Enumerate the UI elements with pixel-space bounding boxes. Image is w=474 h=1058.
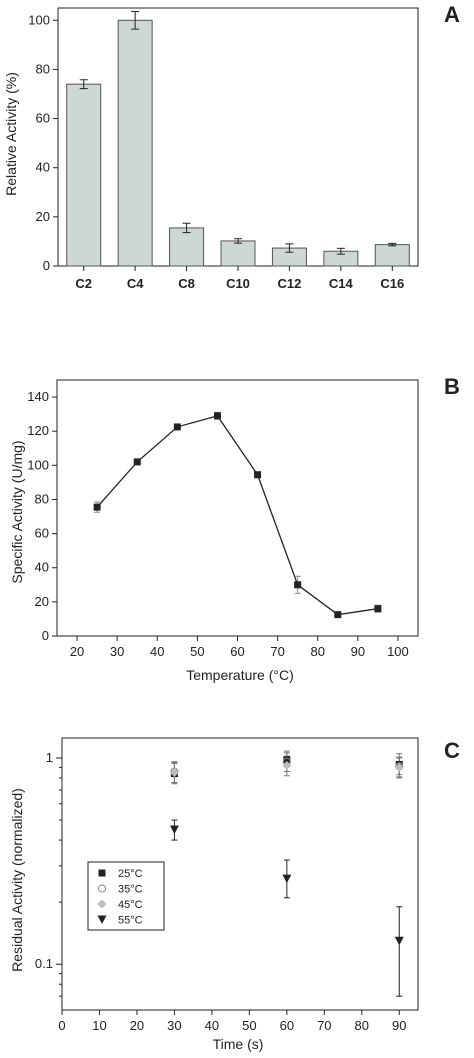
panel-c-x-tick-label: 90: [392, 1018, 406, 1033]
panel-c-y-tick-label: 0.1: [35, 956, 53, 971]
panel-a-category-label: C10: [226, 276, 250, 291]
panel-c-data-point-triangle-down-filled: [169, 825, 179, 835]
panel-b-data-point: [173, 423, 181, 431]
panel-c-x-tick-label: 40: [205, 1018, 219, 1033]
panel-c-frame: [61, 737, 419, 1011]
panel-b-x-tick-label: 50: [190, 644, 204, 659]
panel-a-category-label: C14: [329, 276, 354, 291]
panel-a-y-tick-label: 20: [36, 209, 50, 224]
panel-b-data-point: [334, 611, 342, 619]
panel-b-x-tick-label: 100: [387, 644, 409, 659]
panel-b-y-tick-label: 20: [35, 594, 49, 609]
panel-a-y-tick-label: 100: [28, 12, 50, 27]
panel-a-category-label: C8: [178, 276, 195, 291]
panel-b-y-tick-label: 100: [27, 457, 49, 472]
panel-a-y-tick-label: 40: [36, 160, 50, 175]
panel-label-c: C: [444, 738, 460, 763]
panel-b-data-point: [93, 503, 101, 511]
panel-c-legend-marker-circle-open: [98, 884, 106, 893]
panel-c-legend-marker-square-filled: [98, 869, 106, 877]
panel-b-x-tick-label: 80: [310, 644, 324, 659]
panel-a-category-label: C12: [277, 276, 301, 291]
panel-b-y-tick-label: 80: [35, 491, 49, 506]
panel-a-y-tick-label: 60: [36, 111, 50, 126]
panel-c-legend-label: 55°C: [118, 915, 143, 927]
panel-b-x-axis-label: Temperature (°C): [186, 667, 294, 683]
panel-c-x-tick-label: 20: [130, 1018, 144, 1033]
panel-c-x-tick-label: 30: [167, 1018, 181, 1033]
panel-b-series-line: [96, 415, 378, 616]
panel-a-category-label: C4: [127, 276, 144, 291]
panel-c-x-tick-label: 50: [242, 1018, 256, 1033]
panel-a-bar-c8: [169, 227, 205, 267]
panel-c-x-tick-label: 60: [280, 1018, 294, 1033]
panel-b-frame: [56, 379, 419, 637]
panel-b-data-point: [133, 458, 141, 466]
panel-c-y-tick-label: 1: [46, 750, 53, 765]
panel-c-x-tick-label: 80: [355, 1018, 369, 1033]
panel-a-frame: [57, 7, 419, 267]
panel-b-x-tick-label: 30: [110, 644, 124, 659]
panel-b-y-tick-label: 0: [42, 628, 49, 643]
panel-c-x-axis-label: Time (s): [213, 1036, 264, 1052]
panel-a-y-tick-label: 0: [43, 258, 50, 273]
panel-b-data-point: [254, 471, 262, 479]
panel-c-data-point-square-filled: [283, 756, 291, 764]
panel-a-bar-c10: [220, 240, 256, 267]
panel-c-data-point-diamond-filled: [169, 768, 179, 778]
panel-a-y-axis-label: Relative Activity (%): [3, 72, 19, 196]
panel-c-data-point-diamond-filled: [282, 760, 292, 770]
panel-a-plot-area: 0 20 40 60 80 100 C2 C4 C8 C10 C12 C14 C16: [28, 7, 419, 291]
panel-c-legend-label: 35°C: [118, 884, 143, 896]
panel-label-b: B: [444, 374, 460, 399]
panel-b-x-tick-label: 60: [230, 644, 244, 659]
panel-c-legend-label: 25°C: [118, 868, 143, 880]
panel-a-bar-c4: [117, 19, 153, 267]
panel-c-legend-marker-triangle-down-filled: [97, 915, 107, 924]
panel-b-y-tick-label: 140: [27, 389, 49, 404]
panel-a-bar-c2: [66, 83, 102, 267]
panel-c-data-point-diamond-filled: [394, 762, 404, 772]
panel-b-x-tick-label: 20: [70, 644, 84, 659]
panel-b-data-point: [213, 412, 221, 420]
panel-c-x-tick-label: 70: [317, 1018, 331, 1033]
panel-c-data-point-triangle-down-filled: [282, 874, 292, 884]
panel-c-x-tick-label: 10: [92, 1018, 106, 1033]
panel-b-x-tick-label: 40: [150, 644, 164, 659]
panel-b-plot-area: 0 20 40 60 80 100 120 140 20 30 40 50 60 70 80 90 100: [27, 379, 419, 659]
panel-b-y-tick-label: 60: [35, 526, 49, 541]
panel-b-y-tick-label: 40: [35, 560, 49, 575]
panel-a-bar-chart: A Relative Activity (%) 0 20 40 60 80 100 C2 C4…: [3, 2, 460, 291]
panel-c-legend: 25°C 35°C 45°C 55°C: [87, 861, 165, 931]
panel-b-x-tick-label: 90: [351, 644, 365, 659]
panel-c-legend-marker-diamond-filled: [97, 899, 107, 909]
panel-c-legend-label: 45°C: [118, 899, 143, 911]
panel-b-y-axis-label: Specific Activity (U/mg): [9, 440, 25, 583]
panel-c-y-axis-label: Residual Activity (normalized): [9, 788, 25, 972]
panel-a-category-label: C16: [380, 276, 404, 291]
panel-b-x-tick-label: 70: [270, 644, 284, 659]
panel-a-y-tick-label: 80: [36, 61, 50, 76]
panel-label-a: A: [444, 2, 460, 27]
panel-b-y-tick-label: 120: [27, 423, 49, 438]
panel-b-data-point: [374, 605, 382, 613]
panel-a-bar-c16: [374, 244, 410, 267]
panel-c-plot-area: 0.110 10 20 30 40 50 60 70 80 90: [35, 737, 419, 1033]
panel-c-scatter-chart: C Residual Activity (normalized) Time (s…: [9, 737, 460, 1052]
panel-b-line-chart: B Specific Activity (U/mg) Temperature (…: [9, 374, 460, 683]
panel-b-data-point: [294, 581, 302, 589]
panel-a-category-label: C2: [75, 276, 92, 291]
panel-c-x-tick-label: 0: [58, 1018, 65, 1033]
panel-c-data-point-triangle-down-filled: [394, 936, 404, 946]
